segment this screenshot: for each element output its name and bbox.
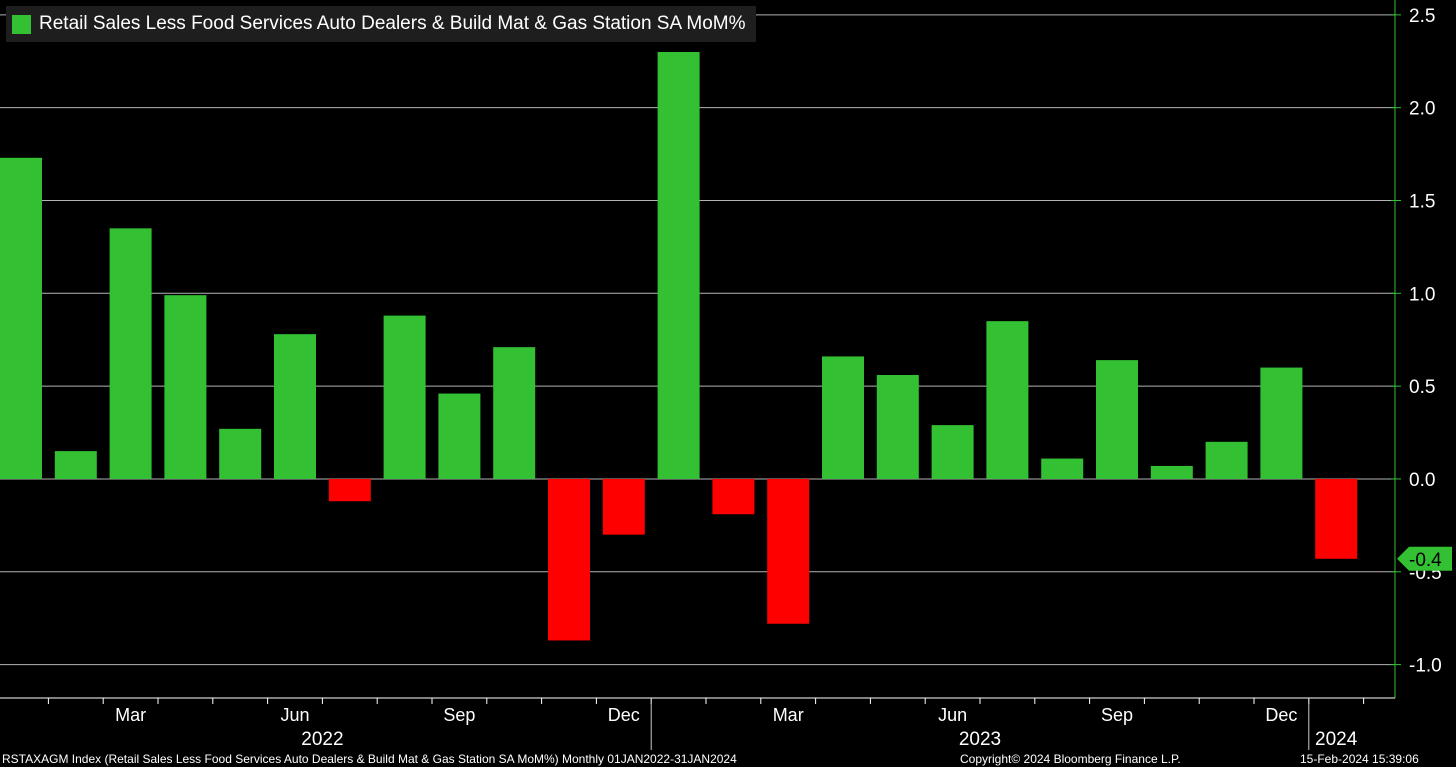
bar [1041, 458, 1084, 479]
bar [1260, 367, 1303, 479]
bar [164, 295, 207, 479]
chart-legend: Retail Sales Less Food Services Auto Dea… [6, 6, 756, 42]
bar [548, 478, 590, 641]
bar [274, 334, 316, 479]
x-year-label: 2024 [1315, 729, 1358, 750]
x-year-label: 2022 [301, 729, 343, 750]
x-month-label: Sep [443, 705, 475, 725]
y-tick-label: 0.5 [1409, 377, 1435, 398]
legend-label: Retail Sales Less Food Services Auto Dea… [39, 13, 746, 34]
bar [328, 478, 371, 502]
x-month-label: Mar [115, 705, 146, 725]
y-tick-label: 1.5 [1409, 191, 1435, 212]
y-tick-label: 2.5 [1409, 6, 1435, 27]
footer-source: RSTAXAGM Index (Retail Sales Less Food S… [2, 752, 737, 766]
x-year-label: 2023 [959, 729, 1001, 750]
x-month-label: Mar [773, 705, 804, 725]
bar [767, 478, 810, 624]
bar [0, 157, 42, 479]
x-month-label: Sep [1101, 705, 1133, 725]
y-tick-label: -1.0 [1409, 656, 1442, 677]
x-month-label: Jun [938, 705, 967, 725]
last-value-label: -0.4 [1409, 550, 1442, 571]
bar [54, 451, 97, 479]
bar [1150, 465, 1193, 479]
bar [1315, 478, 1358, 559]
bar [109, 228, 152, 479]
y-tick-label: 2.0 [1409, 99, 1435, 120]
bar [602, 478, 645, 535]
bar [219, 428, 262, 479]
footer-copyright: Copyright© 2024 Bloomberg Finance L.P. [960, 752, 1181, 766]
bar [986, 321, 1029, 479]
footer-timestamp: 15-Feb-2024 15:39:06 [1300, 752, 1419, 766]
bar [876, 374, 919, 479]
bar [1205, 441, 1248, 479]
bar [383, 315, 426, 479]
bar [493, 347, 536, 479]
x-month-label: Jun [280, 705, 309, 725]
last-value-tag [1397, 546, 1452, 571]
x-month-label: Dec [1265, 705, 1297, 725]
bar [1096, 360, 1138, 479]
y-tick-label: 0.0 [1409, 470, 1435, 491]
bar [438, 393, 481, 479]
bar [931, 425, 974, 479]
bar [822, 356, 864, 479]
x-month-label: Dec [608, 705, 640, 725]
legend-swatch [12, 14, 31, 34]
y-tick-label: 1.0 [1409, 284, 1435, 305]
bar [712, 478, 755, 515]
bar [657, 51, 700, 479]
